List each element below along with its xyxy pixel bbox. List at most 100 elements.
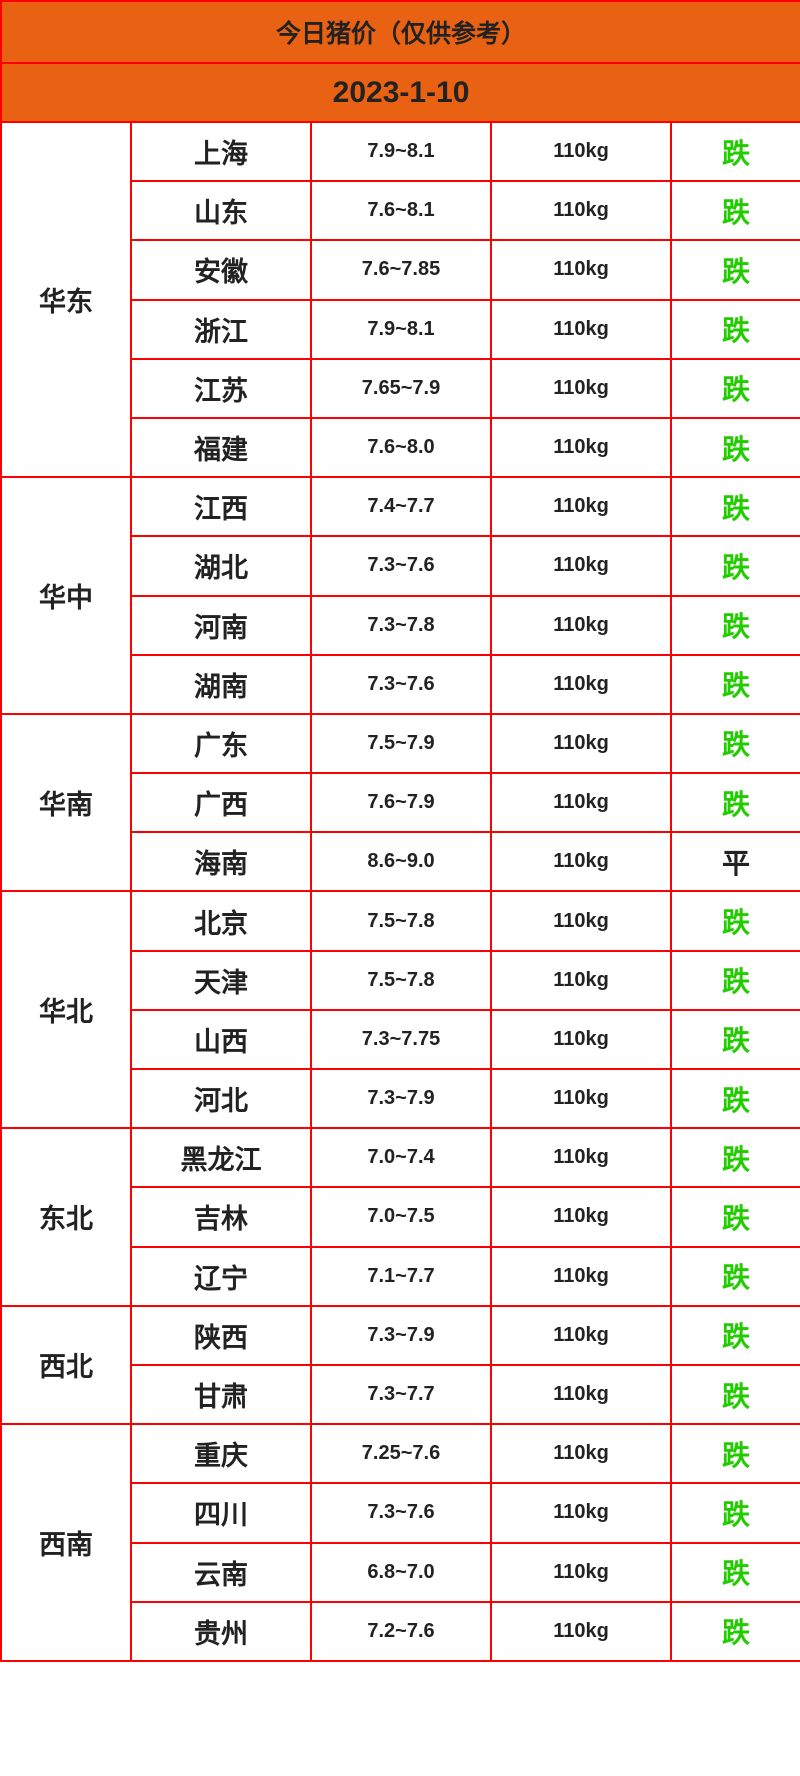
weight-cell: 110kg xyxy=(490,1008,672,1071)
city-cell: 山西 xyxy=(130,1008,312,1071)
price-cell: 7.65~7.9 xyxy=(310,357,492,419)
trend-cell: 跌 xyxy=(669,180,800,242)
table-row: 河南 7.3~7.8 110kg 跌 xyxy=(1,594,800,656)
trend-cell: 跌 xyxy=(669,298,800,360)
city-cell: 湖南 xyxy=(130,653,312,715)
table-row: 山东 7.6~8.1 110kg 跌 xyxy=(1,180,800,242)
city-cell: 天津 xyxy=(130,949,312,1011)
city-cell: 辽宁 xyxy=(130,1245,312,1307)
table-row: 河北 7.3~7.9 110kg 跌 xyxy=(1,1067,800,1130)
table-row: 华北 北京 7.5~7.8 110kg 跌 xyxy=(0,890,800,1130)
region-cell: 西北 xyxy=(0,1304,132,1426)
table-row: 华中 江西 7.4~7.7 110kg 跌 xyxy=(0,476,800,715)
region-cell: 西南 xyxy=(0,1423,132,1662)
price-cell: 7.6~8.1 xyxy=(310,180,492,242)
city-cell: 广西 xyxy=(130,772,312,834)
price-cell: 7.2~7.6 xyxy=(310,1600,492,1662)
weight-cell: 110kg xyxy=(490,1482,672,1544)
trend-cell: 跌 xyxy=(669,1541,800,1603)
city-cell: 上海 xyxy=(130,120,312,183)
trend-cell: 平 xyxy=(669,831,800,893)
table-row: 辽宁 7.1~7.7 110kg 跌 xyxy=(1,1245,800,1307)
city-cell: 江西 xyxy=(130,476,312,538)
price-cell: 7.3~7.8 xyxy=(310,594,492,656)
city-cell: 陕西 xyxy=(130,1304,312,1366)
region-cell: 东北 xyxy=(0,1127,132,1307)
city-cell: 山东 xyxy=(130,180,312,242)
trend-cell: 跌 xyxy=(669,1423,800,1485)
trend-cell: 跌 xyxy=(669,1363,800,1426)
city-cell: 广东 xyxy=(130,712,312,775)
table-row: 广西 7.6~7.9 110kg 跌 xyxy=(1,772,800,834)
price-cell: 7.3~7.6 xyxy=(310,653,492,715)
price-cell: 7.5~7.8 xyxy=(310,949,492,1011)
table-row: 西北 陕西 7.3~7.9 110kg 跌 xyxy=(0,1304,800,1426)
trend-cell: 跌 xyxy=(669,476,800,538)
trend-cell: 跌 xyxy=(669,239,800,301)
weight-cell: 110kg xyxy=(490,120,672,183)
weight-cell: 110kg xyxy=(490,416,672,479)
trend-cell: 跌 xyxy=(669,594,800,656)
trend-cell: 跌 xyxy=(669,1304,800,1366)
region-cell: 华北 xyxy=(0,890,132,1130)
price-cell: 7.9~8.1 xyxy=(310,120,492,183)
price-cell: 7.6~7.85 xyxy=(310,239,492,301)
price-cell: 7.3~7.9 xyxy=(310,1067,492,1130)
weight-cell: 110kg xyxy=(490,831,672,893)
price-cell: 6.8~7.0 xyxy=(310,1541,492,1603)
weight-cell: 110kg xyxy=(490,357,672,419)
price-cell: 7.3~7.75 xyxy=(310,1008,492,1071)
city-cell: 云南 xyxy=(130,1541,312,1603)
table-row: 云南 6.8~7.0 110kg 跌 xyxy=(1,1541,800,1603)
price-cell: 7.5~7.8 xyxy=(310,890,492,952)
trend-cell: 跌 xyxy=(669,1127,800,1189)
city-cell: 贵州 xyxy=(130,1600,312,1662)
pig-price-table: 今日猪价（仅供参考） 2023-1-10 华东 上海 7.9~8.1 110kg 跌山东… xyxy=(0,0,800,1662)
trend-cell: 跌 xyxy=(669,416,800,479)
table-row: 江苏 7.65~7.9 110kg 跌 xyxy=(1,357,800,419)
trend-cell: 跌 xyxy=(669,1008,800,1071)
weight-cell: 110kg xyxy=(490,535,672,597)
price-cell: 7.1~7.7 xyxy=(310,1245,492,1307)
city-cell: 河北 xyxy=(130,1067,312,1130)
table-row: 福建 7.6~8.0 110kg 跌 xyxy=(1,416,800,479)
weight-cell: 110kg xyxy=(490,772,672,834)
table-row: 甘肃 7.3~7.7 110kg 跌 xyxy=(1,1363,800,1426)
price-cell: 7.4~7.7 xyxy=(310,476,492,538)
weight-cell: 110kg xyxy=(490,1304,672,1366)
price-cell: 7.6~7.9 xyxy=(310,772,492,834)
region-cell: 华南 xyxy=(0,712,132,893)
price-cell: 8.6~9.0 xyxy=(310,831,492,893)
weight-cell: 110kg xyxy=(490,1423,672,1485)
weight-cell: 110kg xyxy=(490,890,672,952)
weight-cell: 110kg xyxy=(490,180,672,242)
price-cell: 7.9~8.1 xyxy=(310,298,492,360)
weight-cell: 110kg xyxy=(490,1600,672,1662)
weight-cell: 110kg xyxy=(490,712,672,775)
table-row: 华南 广东 7.5~7.9 110kg 跌 xyxy=(0,712,800,893)
region-cell: 华中 xyxy=(0,476,132,715)
weight-cell: 110kg xyxy=(490,594,672,656)
price-cell: 7.3~7.9 xyxy=(310,1304,492,1366)
weight-cell: 110kg xyxy=(490,1127,672,1189)
trend-cell: 跌 xyxy=(669,949,800,1011)
weight-cell: 110kg xyxy=(490,1067,672,1130)
table-row: 四川 7.3~7.6 110kg 跌 xyxy=(1,1482,800,1544)
table-row: 安徽 7.6~7.85 110kg 跌 xyxy=(1,239,800,301)
trend-cell: 跌 xyxy=(669,1482,800,1544)
city-cell: 福建 xyxy=(130,416,312,479)
weight-cell: 110kg xyxy=(490,1186,672,1248)
table-row: 湖北 7.3~7.6 110kg 跌 xyxy=(1,535,800,597)
table-row: 浙江 7.9~8.1 110kg 跌 xyxy=(1,298,800,360)
trend-cell: 跌 xyxy=(669,890,800,952)
trend-cell: 跌 xyxy=(669,772,800,834)
city-cell: 湖北 xyxy=(130,535,312,597)
table-row: 海南 8.6~9.0 110kg 平 xyxy=(1,831,800,893)
price-cell: 7.3~7.6 xyxy=(310,535,492,597)
table-row: 贵州 7.2~7.6 110kg 跌 xyxy=(1,1600,800,1662)
table-date: 2023-1-10 xyxy=(0,62,800,123)
weight-cell: 110kg xyxy=(490,298,672,360)
price-cell: 7.25~7.6 xyxy=(310,1423,492,1485)
city-cell: 甘肃 xyxy=(130,1363,312,1426)
city-cell: 北京 xyxy=(130,890,312,952)
